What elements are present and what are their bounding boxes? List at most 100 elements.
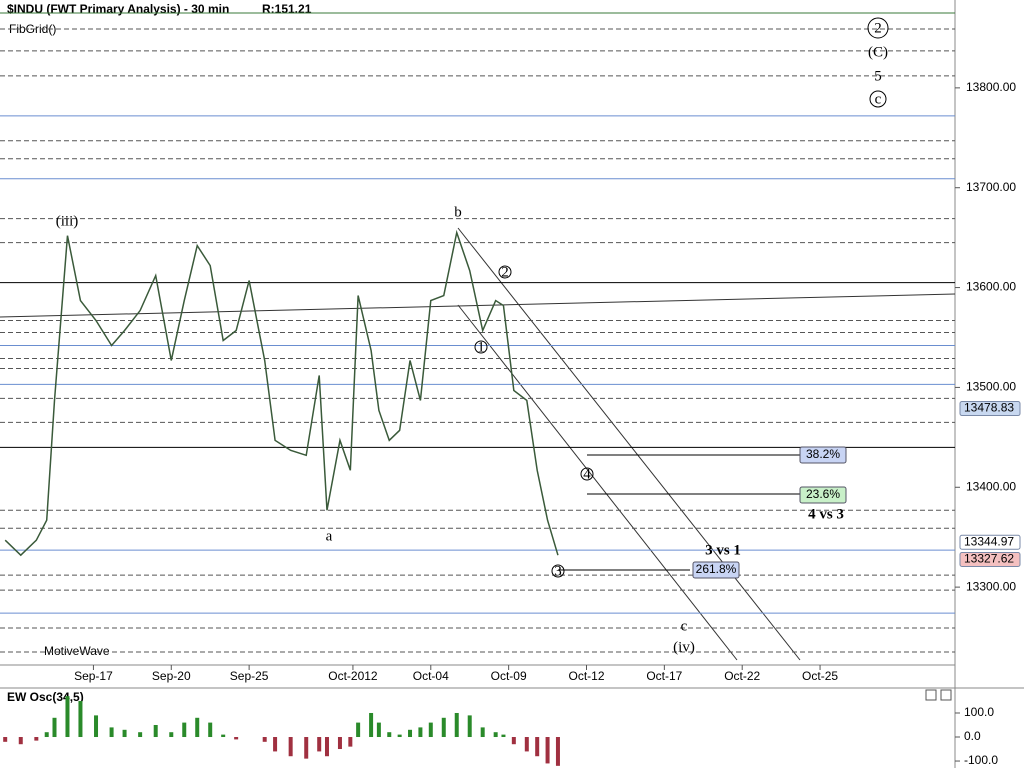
osc-bar [109,727,114,738]
osc-bar [221,734,226,738]
osc-bar [493,732,498,738]
osc-bar [408,729,413,738]
price-tag-label: 13478.83 [964,401,1014,415]
osc-bar [169,732,174,738]
x-tick-label: Sep-17 [74,669,113,683]
wave-label: b [454,204,462,220]
fib-box [799,486,847,504]
price-line [4,229,559,557]
osc-bar [273,737,278,752]
wave-label: (iii) [56,213,79,229]
osc-bar [18,737,23,745]
osc-bar [454,712,459,738]
osc-bar [376,722,381,738]
osc-tick-label: 0.0 [964,729,981,743]
osc-bar [65,696,70,738]
osc-bar [428,722,433,738]
osc-bar [317,737,322,752]
osc-bar [94,715,99,738]
chart-title: $INDU (FWT Primary Analysis) - 30 min [7,2,229,16]
wave-label: 2 [874,20,882,36]
wave-circle [551,564,565,578]
osc-bar [122,729,127,738]
price-tag-label: 13327.62 [964,552,1014,566]
fib-box [799,446,847,464]
osc-bar [397,734,402,738]
y-tick-label: 13700.00 [966,180,1016,194]
y-tick-label: 13400.00 [966,479,1016,493]
osc-bar [288,737,293,757]
close-button[interactable] [940,689,952,701]
osc-bar [480,727,485,738]
x-tick-label: Sep-25 [230,669,269,683]
osc-bar [262,737,267,742]
price-tag [959,552,1021,568]
x-tick-label: Oct-12 [568,669,604,683]
osc-bar [356,722,361,738]
osc-bar [387,732,392,738]
y-tick-label: 13800.00 [966,80,1016,94]
osc-bar [304,737,309,759]
osc-bar [34,737,39,741]
fib-label: 38.2% [806,447,840,461]
price-tag-label: 13344.97 [964,534,1014,548]
osc-bar [324,737,329,757]
brand-label: MotiveWave [44,644,110,658]
osc-tick-label: -100.0 [964,753,998,767]
wave-label: 2 [501,264,509,280]
osc-bar [555,737,560,766]
osc-bar [535,737,540,757]
range-label: R:151.21 [262,2,312,16]
wave-label: 1 [477,339,485,355]
x-tick-label: Oct-2012 [328,669,378,683]
osc-bar [501,734,506,738]
window-buttons[interactable] [925,689,952,701]
wave-circle [474,340,488,354]
wave-label: (iv) [673,639,695,655]
wave-circle [498,265,512,279]
osc-tick-label: 100.0 [964,705,994,719]
osc-bar [545,737,550,764]
osc-bar [52,717,57,738]
fib-label: 23.6% [806,487,840,501]
osc-bar [511,737,516,745]
x-tick-label: Oct-25 [802,669,838,683]
x-tick-label: Oct-04 [413,669,449,683]
osc-bar [153,724,158,738]
channel-line [457,304,738,661]
price-tag [959,401,1021,417]
x-tick-label: Sep-20 [152,669,191,683]
price-tag [959,534,1021,550]
fib-box [692,561,740,579]
osc-title: EW Osc(34,5) [7,690,84,704]
wave-label: 3 [554,563,562,579]
fib-note: 4 vs 3 [808,506,844,522]
wave-label: (C) [868,44,888,60]
osc-bar [3,737,8,742]
wave-circle [580,467,594,481]
osc-bar [234,737,239,740]
restore-button[interactable] [925,689,937,701]
osc-bar [369,712,374,738]
osc-bar [44,732,49,738]
wave-circle [869,90,887,108]
y-tick-label: 13500.00 [966,380,1016,394]
osc-bar [418,727,423,738]
osc-bar [195,717,200,738]
wave-label: 5 [874,68,882,84]
wave-label: c [681,618,688,634]
x-tick-label: Oct-22 [724,669,760,683]
wave-label: a [326,528,333,544]
wave-label: c [875,91,882,107]
wave-label: 4 [583,466,591,482]
fib-note: 3 vs 1 [705,542,741,558]
x-tick-label: Oct-09 [491,669,527,683]
osc-bar [441,717,446,738]
fib-label: 261.8% [696,562,737,576]
osc-bar [467,715,472,738]
y-tick-label: 13600.00 [966,280,1016,294]
osc-bar [78,700,83,738]
osc-bar [337,737,342,750]
